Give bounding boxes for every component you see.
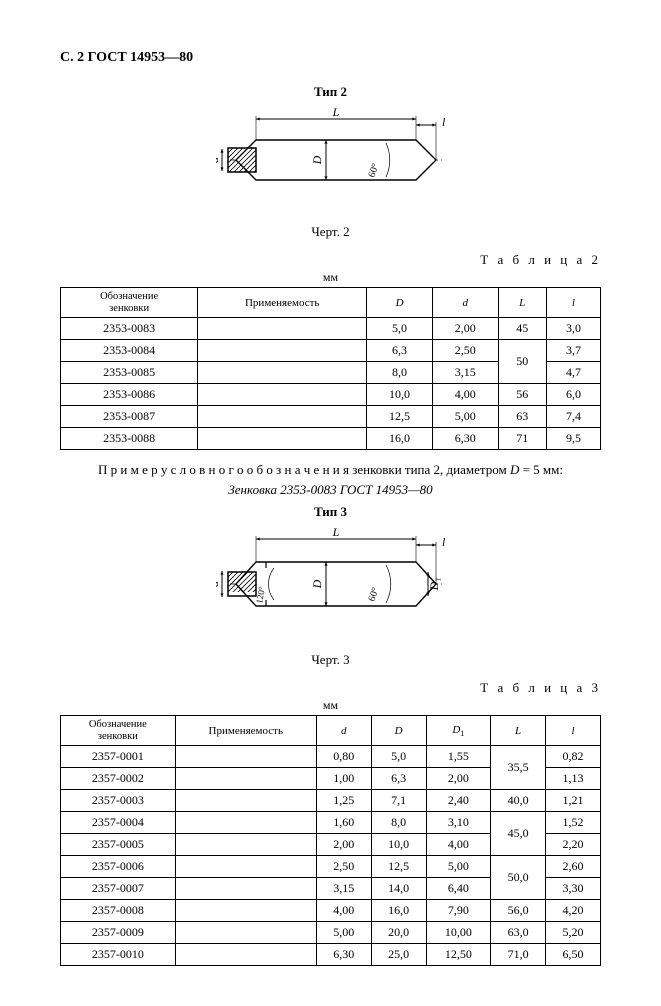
fig2-label: Черт. 2 (60, 224, 601, 240)
fig2-drawing: L l d D 60° (60, 104, 601, 220)
fig2-title: Тип 2 (60, 84, 601, 100)
table-row: 2353-00846,32,50503,7 (61, 340, 601, 362)
example2-eq: = 5 мм: (519, 462, 563, 477)
table2: ОбозначениезенковкиПрименяемостьDdLl2353… (60, 287, 601, 450)
table-row: 2353-008610,04,00566,0 (61, 384, 601, 406)
page-header: С. 2 ГОСТ 14953—80 (60, 50, 601, 66)
table2-unit: мм (60, 270, 601, 285)
table3-unit: мм (60, 698, 601, 713)
fig3-label: Черт. 3 (60, 652, 601, 668)
svg-text:D: D (310, 155, 324, 165)
table-row: 2357-00041,608,03,1045,01,52 (61, 812, 601, 834)
table-row: 2357-00095,0020,010,0063,05,20 (61, 922, 601, 944)
table-row: 2353-008712,55,00637,4 (61, 406, 601, 428)
example2-var: D (510, 462, 519, 477)
example2-line: П р и м е р у с л о в н о г о о б о з н … (60, 462, 601, 478)
table-row: 2357-00031,257,12,4040,01,21 (61, 790, 601, 812)
table-row: 2353-008816,06,30719,5 (61, 428, 601, 450)
svg-text:d: d (216, 580, 221, 587)
table-row: 2357-00084,0016,07,9056,04,20 (61, 900, 601, 922)
table-row: 2357-00106,3025,012,5071,06,50 (61, 944, 601, 966)
svg-text:L: L (331, 525, 339, 539)
svg-text:L: L (331, 105, 339, 119)
table-row: 2357-00062,5012,55,0050,02,60 (61, 856, 601, 878)
table3-label: Т а б л и ц а 3 (480, 680, 601, 696)
table-row: 2357-00010,805,01,5535,50,82 (61, 746, 601, 768)
svg-text:l: l (442, 115, 446, 129)
table2-label: Т а б л и ц а 2 (480, 252, 601, 268)
fig3-title: Тип 3 (60, 504, 601, 520)
table3: ОбозначениезенковкиПрименяемостьdDD1Ll23… (60, 715, 601, 966)
svg-text:d: d (216, 156, 221, 163)
example2-prefix: П р и м е р у с л о в н о г о о б о з н … (98, 462, 349, 477)
example2-rest: зенковки типа 2, диаметром (349, 462, 510, 477)
fig3-drawing: L l d D 60° D₁ 120° (60, 524, 601, 648)
svg-text:l: l (442, 535, 446, 549)
svg-text:D: D (310, 579, 324, 589)
table-row: 2353-00835,02,00453,0 (61, 318, 601, 340)
svg-text:D₁: D₁ (427, 578, 441, 592)
example2-sub: Зенковка 2353-0083 ГОСТ 14953—80 (60, 482, 601, 498)
